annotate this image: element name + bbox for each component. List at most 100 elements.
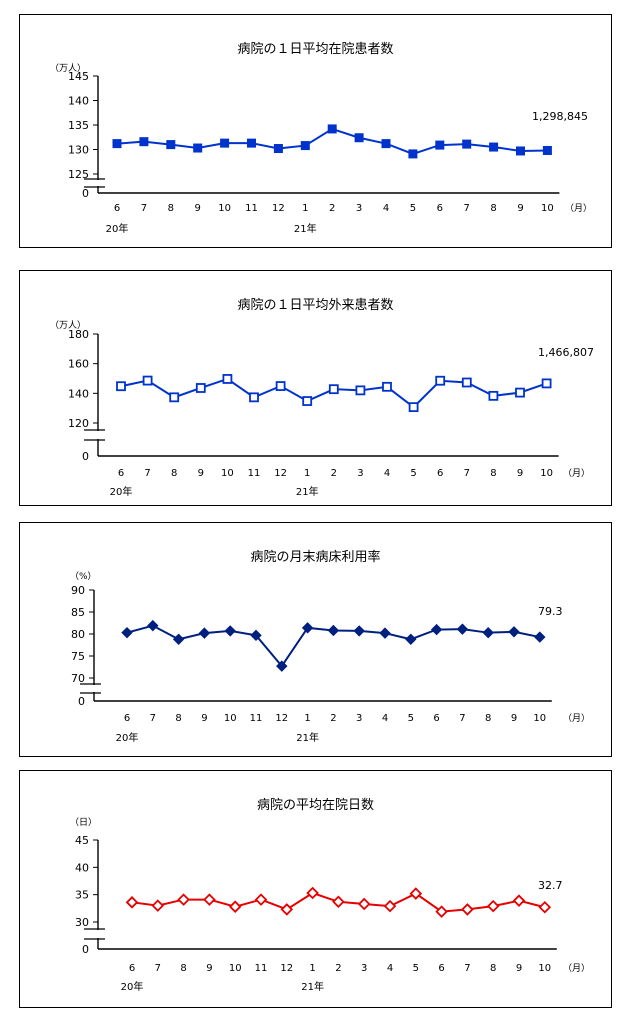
y-tick-label: 180	[68, 328, 89, 341]
x-tick-label: 9	[516, 963, 522, 974]
y-tick-label-zero: 0	[82, 450, 89, 463]
data-point	[489, 142, 499, 152]
y-tick-label-zero: 0	[82, 187, 89, 200]
x-unit-label: （月）	[563, 963, 590, 974]
data-point	[541, 378, 552, 389]
x-tick-label: 11	[248, 468, 261, 479]
chart-title: 病院の１日平均在院患者数	[237, 42, 393, 57]
x-tick-label: 7	[150, 713, 156, 724]
year-label: 21年	[296, 731, 319, 744]
x-tick-label: 6	[114, 203, 120, 214]
x-unit-label: （月）	[565, 203, 592, 214]
y-unit-label: （万人）	[50, 63, 86, 74]
y-tick-label: 160	[68, 358, 89, 371]
data-point	[169, 392, 180, 403]
data-point	[534, 631, 546, 643]
y-tick-label-zero: 0	[82, 943, 89, 956]
x-tick-label: 11	[250, 713, 263, 724]
data-point	[116, 381, 126, 392]
x-tick-label: 12	[272, 203, 285, 214]
x-tick-label: 11	[245, 203, 258, 214]
y-tick-label: 140	[68, 387, 89, 400]
data-point	[302, 396, 313, 406]
y-tick-label: 40	[75, 861, 89, 874]
data-point	[542, 145, 552, 155]
x-tick-label: 8	[490, 468, 496, 479]
x-unit-label: （月）	[563, 713, 590, 724]
x-tick-label: 11	[255, 963, 268, 974]
data-point	[275, 381, 286, 391]
data-point	[435, 140, 445, 150]
y-unit-label: （%）	[70, 571, 97, 582]
x-tick-label: 7	[459, 713, 465, 724]
x-tick-label: 5	[410, 468, 416, 479]
y-tick-label: 75	[71, 650, 85, 663]
data-point	[166, 140, 176, 150]
x-tick-label: 12	[280, 963, 293, 974]
chart-title: 病院の平均在院日数	[257, 798, 374, 813]
data-point	[486, 899, 500, 913]
data-point	[355, 385, 366, 396]
x-tick-label: 10	[533, 713, 546, 724]
data-point	[224, 625, 236, 637]
year-label: 20年	[110, 485, 133, 498]
data-point	[250, 629, 262, 642]
data-point	[220, 138, 230, 148]
y-unit-label: （万人）	[50, 320, 86, 331]
data-point	[300, 141, 310, 151]
y-tick-label: 35	[75, 889, 89, 902]
x-tick-label: 6	[437, 203, 443, 214]
data-point	[327, 624, 340, 637]
x-tick-label: 10	[221, 468, 234, 479]
data-point	[142, 375, 153, 386]
chart-title: 病院の月末病床利用率	[250, 549, 380, 565]
chart-panel-bed-utilization: 病院の月末病床利用率 （%） 90 85 80 75 70 0 6 7 8 9 10 11 12 1 2 3 4 5 6…	[19, 522, 612, 757]
y-unit-label: （日）	[70, 817, 97, 828]
x-tick-label: 6	[118, 468, 124, 479]
data-point	[195, 383, 206, 393]
year-label: 21年	[296, 485, 319, 498]
x-tick-label: 10	[224, 713, 237, 724]
data-point	[280, 903, 294, 916]
data-point	[508, 626, 520, 638]
data-point	[462, 139, 472, 149]
data-point	[203, 893, 216, 906]
data-point	[222, 374, 233, 384]
x-tick-label: 1	[302, 203, 308, 214]
data-point	[306, 886, 319, 900]
data-point	[228, 900, 242, 913]
y-tick-label-zero: 0	[78, 695, 85, 708]
x-tick-label: 2	[335, 963, 341, 974]
y-tick-label: 135	[68, 119, 89, 132]
data-point	[247, 138, 256, 148]
x-tick-label: 10	[538, 963, 551, 974]
data-point	[112, 139, 122, 149]
x-tick-label: 3	[357, 468, 363, 479]
chart-panel-inpatients: 病院の１日平均在院患者数 （万人） 145 140 135 130 125 0 6 7 8 9 10 11…	[19, 14, 612, 248]
y-tick-label: 90	[71, 584, 85, 597]
data-point	[327, 124, 337, 134]
x-tick-label: 9	[198, 468, 204, 479]
data-point	[383, 899, 397, 913]
y-tick-label: 70	[71, 672, 85, 685]
y-tick-label: 85	[71, 606, 85, 619]
chart-title: 病院の１日平均外来患者数	[237, 298, 393, 313]
x-tick-label: 2	[330, 713, 336, 724]
data-point	[147, 619, 159, 632]
y-tick-label: 30	[75, 916, 89, 929]
x-tick-label: 7	[144, 468, 150, 479]
year-label: 20年	[106, 222, 129, 235]
x-tick-label: 7	[464, 468, 470, 479]
data-point	[379, 627, 391, 639]
data-point	[408, 402, 419, 413]
x-tick-label: 6	[124, 713, 130, 724]
x-tick-label: 3	[356, 713, 362, 724]
data-point	[538, 900, 552, 914]
data-point	[357, 897, 371, 911]
data-point	[273, 144, 283, 154]
x-tick-label: 6	[129, 963, 135, 974]
x-tick-label: 8	[175, 713, 181, 724]
